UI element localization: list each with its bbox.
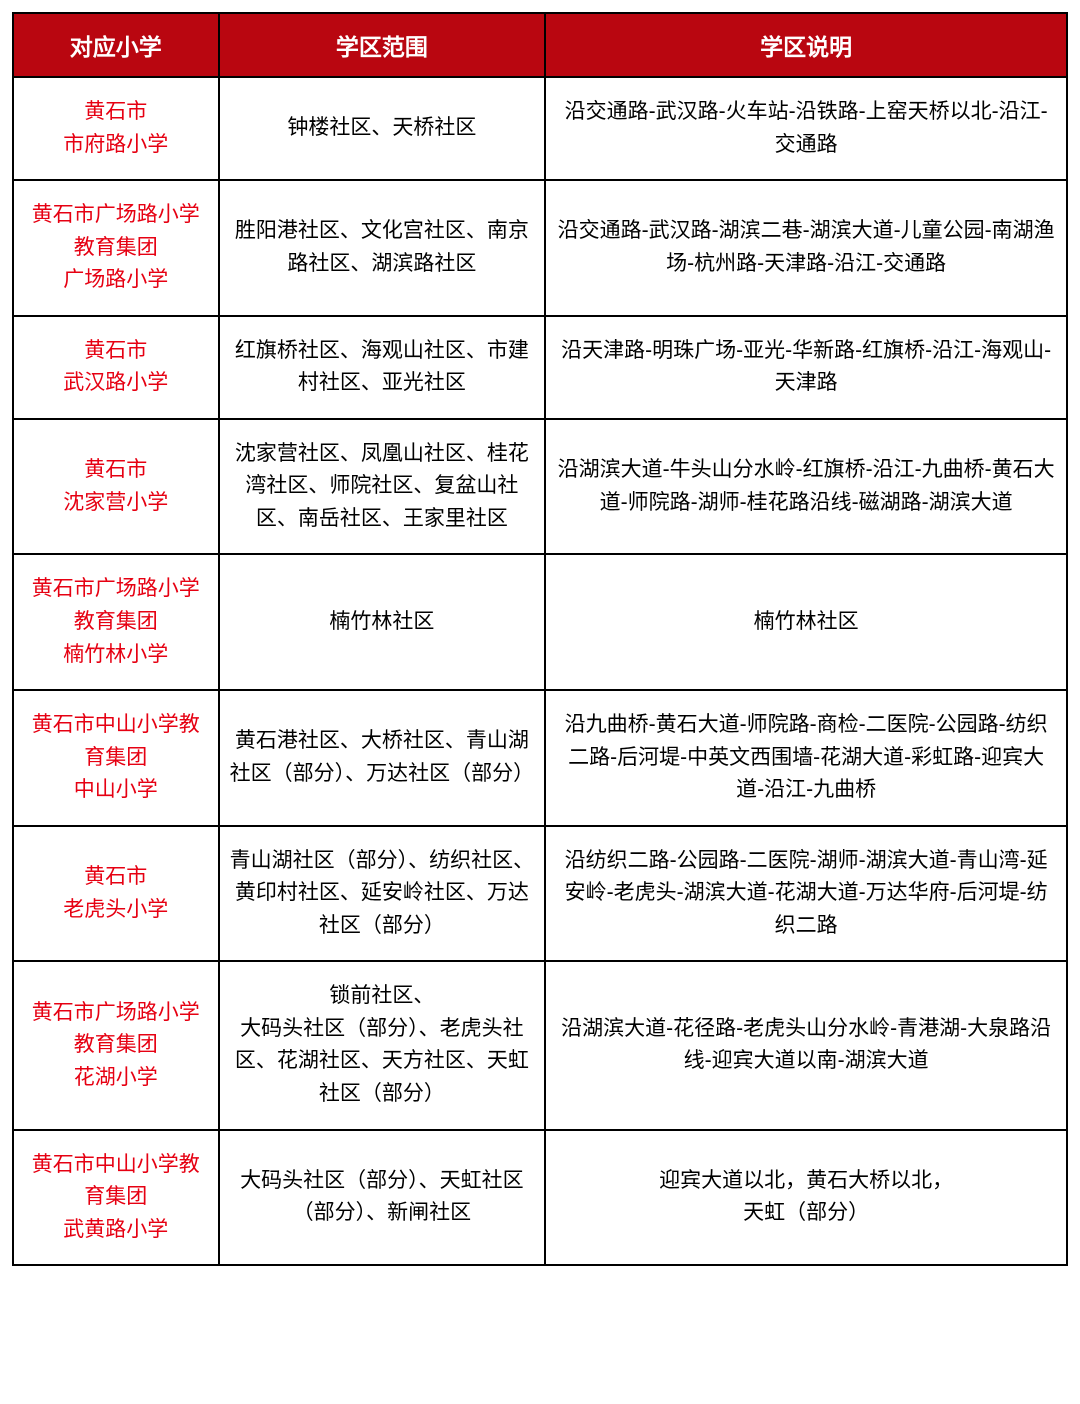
cell-desc: 楠竹林社区 (545, 554, 1067, 690)
school-district-table: 对应小学 学区范围 学区说明 黄石市市府路小学钟楼社区、天桥社区沿交通路-武汉路… (12, 12, 1068, 1266)
cell-area: 青山湖社区（部分）、纺织社区、黄印村社区、延安岭社区、万达社区（部分） (219, 826, 546, 962)
cell-area: 红旗桥社区、海观山社区、市建村社区、亚光社区 (219, 316, 546, 419)
table-row: 黄石市武汉路小学红旗桥社区、海观山社区、市建村社区、亚光社区沿天津路-明珠广场-… (13, 316, 1067, 419)
cell-area: 大码头社区（部分）、天虹社区（部分）、新闸社区 (219, 1130, 546, 1266)
table-row: 黄石市中山小学教育集团中山小学黄石港社区、大桥社区、青山湖社区（部分）、万达社区… (13, 690, 1067, 826)
header-desc: 学区说明 (545, 13, 1067, 77)
cell-desc: 沿纺织二路-公园路-二医院-湖师-湖滨大道-青山湾-延安岭-老虎头-湖滨大道-花… (545, 826, 1067, 962)
cell-desc: 沿湖滨大道-牛头山分水岭-红旗桥-沿江-九曲桥-黄石大道-师院路-湖师-桂花路沿… (545, 419, 1067, 555)
table-row: 黄石市沈家营小学沈家营社区、凤凰山社区、桂花湾社区、师院社区、复盆山社区、南岳社… (13, 419, 1067, 555)
table-row: 黄石市广场路小学教育集团楠竹林小学楠竹林社区楠竹林社区 (13, 554, 1067, 690)
table-body: 黄石市市府路小学钟楼社区、天桥社区沿交通路-武汉路-火车站-沿铁路-上窑天桥以北… (13, 77, 1067, 1265)
table-row: 黄石市市府路小学钟楼社区、天桥社区沿交通路-武汉路-火车站-沿铁路-上窑天桥以北… (13, 77, 1067, 180)
table-row: 黄石市中山小学教育集团武黄路小学大码头社区（部分）、天虹社区（部分）、新闸社区迎… (13, 1130, 1067, 1266)
cell-desc: 沿湖滨大道-花径路-老虎头山分水岭-青港湖-大泉路沿线-迎宾大道以南-湖滨大道 (545, 961, 1067, 1129)
cell-school: 黄石市武汉路小学 (13, 316, 219, 419)
table-header-row: 对应小学 学区范围 学区说明 (13, 13, 1067, 77)
cell-area: 锁前社区、大码头社区（部分）、老虎头社区、花湖社区、天方社区、天虹社区（部分） (219, 961, 546, 1129)
cell-area: 沈家营社区、凤凰山社区、桂花湾社区、师院社区、复盆山社区、南岳社区、王家里社区 (219, 419, 546, 555)
cell-area: 钟楼社区、天桥社区 (219, 77, 546, 180)
cell-desc: 沿天津路-明珠广场-亚光-华新路-红旗桥-沿江-海观山-天津路 (545, 316, 1067, 419)
cell-school: 黄石市中山小学教育集团中山小学 (13, 690, 219, 826)
cell-school: 黄石市广场路小学教育集团广场路小学 (13, 180, 219, 316)
header-area: 学区范围 (219, 13, 546, 77)
cell-school: 黄石市沈家营小学 (13, 419, 219, 555)
table-row: 黄石市老虎头小学青山湖社区（部分）、纺织社区、黄印村社区、延安岭社区、万达社区（… (13, 826, 1067, 962)
table-row: 黄石市广场路小学教育集团广场路小学胜阳港社区、文化宫社区、南京路社区、湖滨路社区… (13, 180, 1067, 316)
cell-school: 黄石市广场路小学教育集团楠竹林小学 (13, 554, 219, 690)
cell-desc: 沿交通路-武汉路-火车站-沿铁路-上窑天桥以北-沿江-交通路 (545, 77, 1067, 180)
table-row: 黄石市广场路小学教育集团花湖小学锁前社区、大码头社区（部分）、老虎头社区、花湖社… (13, 961, 1067, 1129)
cell-area: 楠竹林社区 (219, 554, 546, 690)
cell-desc: 沿交通路-武汉路-湖滨二巷-湖滨大道-儿童公园-南湖渔场-杭州路-天津路-沿江-… (545, 180, 1067, 316)
cell-school: 黄石市中山小学教育集团武黄路小学 (13, 1130, 219, 1266)
cell-area: 胜阳港社区、文化宫社区、南京路社区、湖滨路社区 (219, 180, 546, 316)
cell-school: 黄石市市府路小学 (13, 77, 219, 180)
cell-area: 黄石港社区、大桥社区、青山湖社区（部分）、万达社区（部分） (219, 690, 546, 826)
cell-school: 黄石市广场路小学教育集团花湖小学 (13, 961, 219, 1129)
header-school: 对应小学 (13, 13, 219, 77)
cell-desc: 迎宾大道以北，黄石大桥以北，天虹（部分） (545, 1130, 1067, 1266)
cell-school: 黄石市老虎头小学 (13, 826, 219, 962)
cell-desc: 沿九曲桥-黄石大道-师院路-商检-二医院-公园路-纺织二路-后河堤-中英文西围墙… (545, 690, 1067, 826)
